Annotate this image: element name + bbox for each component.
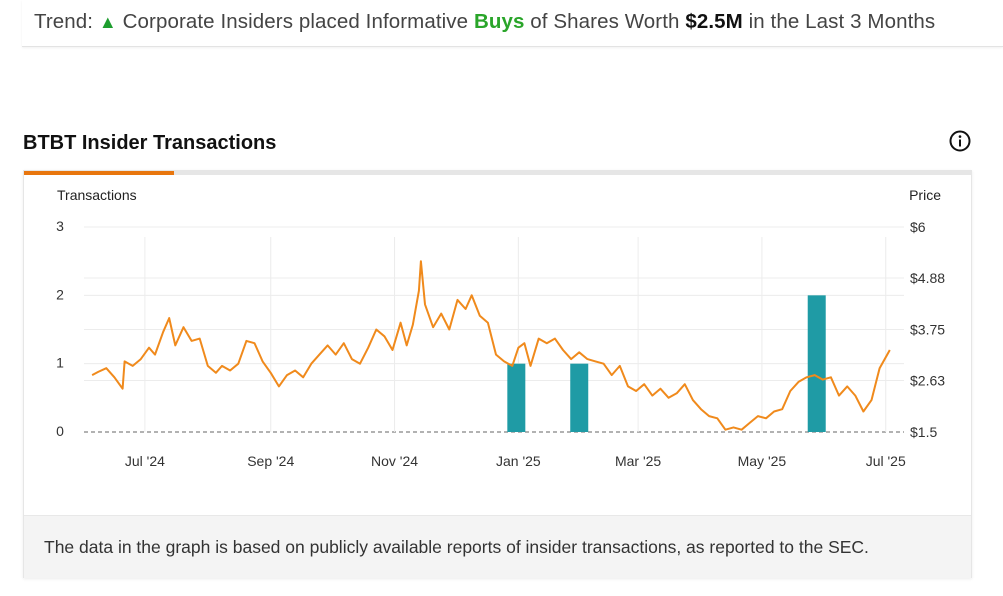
left-axis-tick-label: 2: [56, 286, 64, 302]
trend-text-1: Corporate Insiders placed Informative: [122, 10, 469, 33]
info-icon[interactable]: [949, 130, 971, 152]
right-axis-tick-label: $6: [910, 219, 926, 235]
right-axis-tick-label: $2.63: [910, 373, 945, 389]
trend-text-2: of Shares Worth: [530, 10, 680, 33]
x-axis-tick-label: Jan '25: [496, 453, 541, 469]
tab-track: [24, 171, 971, 175]
trend-amount: $2.5M: [685, 10, 743, 33]
trend-text-3: in the Last 3 Months: [748, 10, 936, 33]
left-axis-title: Transactions: [57, 187, 137, 203]
trend-summary: Trend: ▲ Corporate Insiders placed Infor…: [34, 10, 935, 34]
x-axis-tick-label: Jul '24: [125, 453, 165, 469]
active-tab-indicator: [24, 171, 174, 175]
left-axis-tick-label: 3: [56, 218, 64, 234]
left-axis-tick-label: 0: [56, 423, 64, 439]
x-axis-tick-label: Jul '25: [866, 453, 906, 469]
transaction-bar: [570, 363, 589, 432]
transaction-bar: [807, 295, 826, 432]
right-axis-tick-label: $4.88: [910, 270, 945, 286]
right-axis-tick-label: $1.5: [910, 424, 937, 440]
x-axis-tick-label: May '25: [738, 453, 787, 469]
trend-up-arrow-icon: ▲: [98, 12, 117, 32]
left-axis-tick-label: 1: [56, 355, 64, 371]
chart-footer: The data in the graph is based on public…: [24, 515, 971, 578]
trend-banner: Trend: ▲ Corporate Insiders placed Infor…: [22, 0, 1003, 47]
insider-transactions-chart: 3 2 1 0 $6 $4.88 $3.75 $2.63 $1.5 Transactions Pri…: [56, 187, 945, 469]
trend-prefix: Trend:: [34, 10, 94, 33]
right-axis-tick-label: $3.75: [910, 322, 945, 338]
right-axis-title: Price: [909, 187, 941, 203]
x-axis-tick-label: Mar '25: [615, 453, 661, 469]
insider-transactions-card: 3 2 1 0 $6 $4.88 $3.75 $2.63 $1.5 Transactions Pri…: [23, 170, 972, 578]
x-axis-tick-label: Nov '24: [371, 453, 418, 469]
trend-buys-label: Buys: [473, 10, 525, 33]
section-title: BTBT Insider Transactions: [23, 132, 277, 154]
transaction-bar: [507, 363, 526, 432]
x-axis-tick-label: Sep '24: [247, 453, 294, 469]
price-line: [91, 260, 891, 431]
footer-disclaimer: The data in the graph is based on public…: [44, 537, 869, 557]
